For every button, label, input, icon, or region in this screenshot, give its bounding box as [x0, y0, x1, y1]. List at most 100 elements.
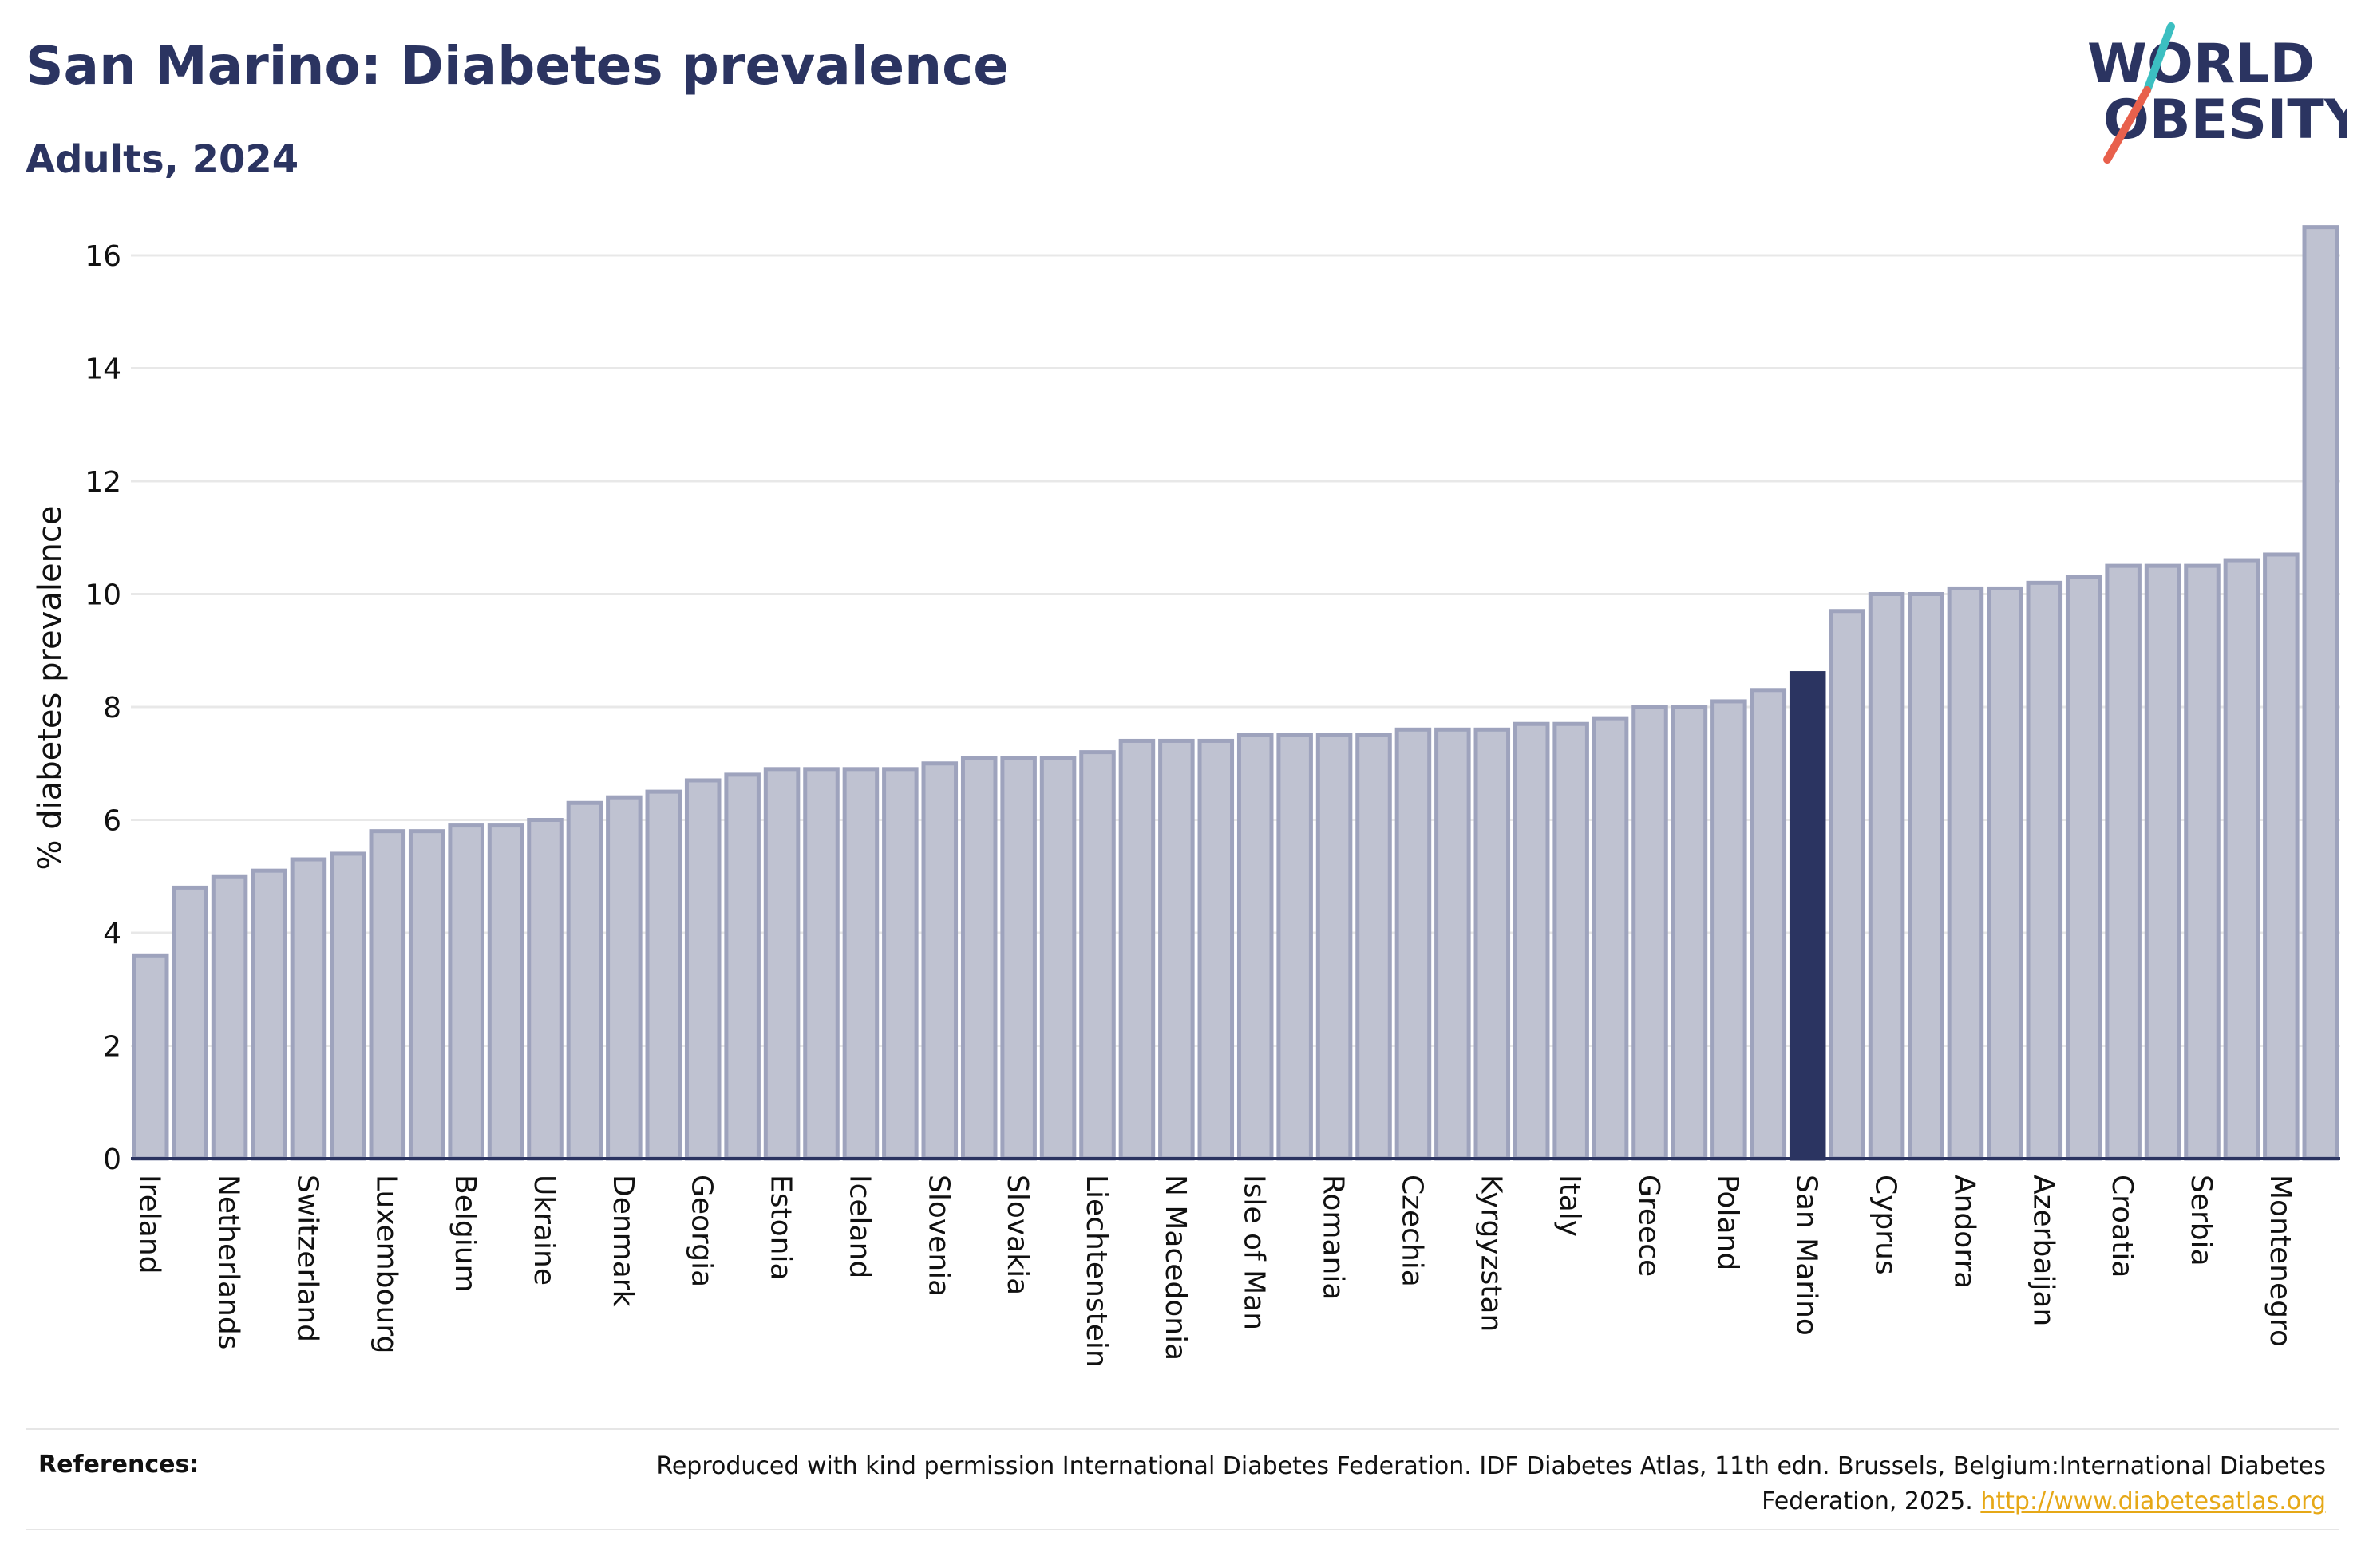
x-category-label: Estonia: [765, 1175, 797, 1281]
bar: [1197, 738, 1235, 1161]
bar: [1236, 733, 1274, 1161]
x-category-label: Georgia: [686, 1175, 718, 1287]
chart-title: San Marino: Diabetes prevalence: [26, 35, 1010, 97]
x-category-label: Slovenia: [922, 1175, 955, 1297]
bar: [1750, 688, 1787, 1161]
bar: [369, 829, 406, 1161]
bar: [290, 857, 327, 1161]
bar: [1908, 592, 1944, 1161]
x-category-label: Andorra: [1948, 1175, 1980, 1289]
bar: [251, 868, 287, 1161]
bar: [960, 756, 998, 1161]
y-tick-label: 8: [103, 692, 121, 725]
x-category-label: Romania: [1317, 1175, 1350, 1300]
y-tick-label: 16: [85, 240, 121, 273]
bar: [132, 953, 169, 1161]
x-category-label: Netherlands: [212, 1175, 245, 1349]
bar: [842, 767, 880, 1161]
bar: [803, 767, 840, 1161]
bar: [606, 795, 643, 1161]
bar: [1513, 721, 1550, 1161]
bar: [448, 823, 484, 1161]
bar: [645, 789, 682, 1161]
bar: [2105, 563, 2142, 1161]
bar: [1039, 756, 1077, 1161]
bar: [724, 772, 761, 1161]
x-category-label: San Marino: [1790, 1175, 1823, 1336]
x-category-label: Ukraine: [528, 1175, 560, 1286]
diabetes-atlas-link[interactable]: http://www.diabetesatlas.org: [1980, 1487, 2326, 1515]
x-category-label: N Macedonia: [1159, 1175, 1192, 1361]
bar: [1079, 750, 1116, 1161]
x-category-label: Isle of Man: [1238, 1175, 1271, 1330]
y-tick-label: 10: [85, 579, 121, 612]
x-category-label: Cyprus: [1869, 1175, 1902, 1275]
bar: [1631, 705, 1668, 1161]
x-category-label: Montenegro: [2264, 1175, 2296, 1347]
bar: [2026, 580, 2063, 1161]
x-category-label: Belgium: [449, 1175, 481, 1293]
bar: [2065, 575, 2102, 1161]
bar: [1315, 733, 1353, 1161]
bar-chart: 0 2 4 6 8 10 12 14 16 Ireland Netherlands Switzerl…: [32, 225, 2340, 1368]
bar: [1118, 738, 1156, 1161]
y-tick-label: 12: [85, 466, 121, 499]
references-text: Reproduced with kind permission Internat…: [610, 1449, 2326, 1519]
bar: [684, 778, 722, 1161]
x-category-label: Liechtenstein: [1080, 1175, 1113, 1368]
references-citation: Reproduced with kind permission Internat…: [656, 1452, 2326, 1515]
bar: [211, 874, 248, 1161]
bar: [1671, 705, 1708, 1161]
logo-slash-teal: [2143, 22, 2175, 94]
bar-highlighted: [1789, 671, 1826, 1161]
bar: [1355, 733, 1392, 1161]
bar: [1434, 727, 1471, 1161]
bar: [1276, 733, 1313, 1161]
bar: [172, 885, 208, 1161]
bar: [2263, 552, 2300, 1161]
x-category-label: Switzerland: [291, 1175, 323, 1342]
x-category-label: Azerbaijan: [2027, 1175, 2059, 1326]
y-tick-label: 6: [103, 805, 121, 838]
bar: [921, 761, 959, 1161]
x-category-label: Denmark: [607, 1175, 639, 1307]
bar: [2223, 558, 2260, 1161]
x-category-label: Kyrgyzstan: [1474, 1175, 1507, 1332]
x-category-label: Poland: [1711, 1175, 1744, 1270]
bar: [2184, 563, 2221, 1161]
logo-slash-red: [2103, 86, 2151, 164]
bar: [763, 767, 801, 1161]
bar: [1000, 756, 1037, 1161]
bar: [566, 800, 603, 1161]
x-category-labels: Ireland Netherlands Switzerland Luxembourg B…: [133, 1175, 2296, 1368]
x-category-label: Czechia: [1395, 1175, 1428, 1287]
x-category-label: Iceland: [843, 1175, 876, 1278]
chart-subtitle: Adults, 2024: [26, 137, 299, 182]
bar: [2144, 563, 2181, 1161]
bar: [1829, 609, 1865, 1161]
y-tick-label: 14: [85, 353, 121, 386]
y-tick-label: 4: [103, 918, 121, 950]
bars: [132, 225, 2339, 1161]
bar: [2302, 225, 2339, 1161]
y-tick-labels: 0 2 4 6 8 10 12 14 16: [85, 240, 121, 1176]
bar: [1987, 586, 2023, 1161]
bar: [1592, 716, 1629, 1161]
bar: [1868, 592, 1905, 1161]
bar: [1710, 699, 1747, 1161]
bar: [487, 823, 524, 1161]
logo-line-1: WORLD: [2087, 33, 2315, 96]
bar: [527, 818, 564, 1161]
y-tick-label: 2: [103, 1031, 121, 1064]
bar: [1158, 738, 1195, 1161]
y-tick-label: 0: [103, 1143, 121, 1176]
bar: [1394, 727, 1432, 1161]
x-category-label: Greece: [1632, 1175, 1665, 1277]
x-category-label: Ireland: [133, 1175, 166, 1274]
world-obesity-logo: WORLD OBESITY: [2087, 22, 2347, 164]
references-label: References:: [38, 1451, 200, 1479]
x-category-label: Croatia: [2106, 1175, 2138, 1278]
references-box: References: Reproduced with kind permiss…: [26, 1428, 2339, 1530]
bar: [882, 767, 919, 1161]
bar: [1947, 586, 1984, 1161]
